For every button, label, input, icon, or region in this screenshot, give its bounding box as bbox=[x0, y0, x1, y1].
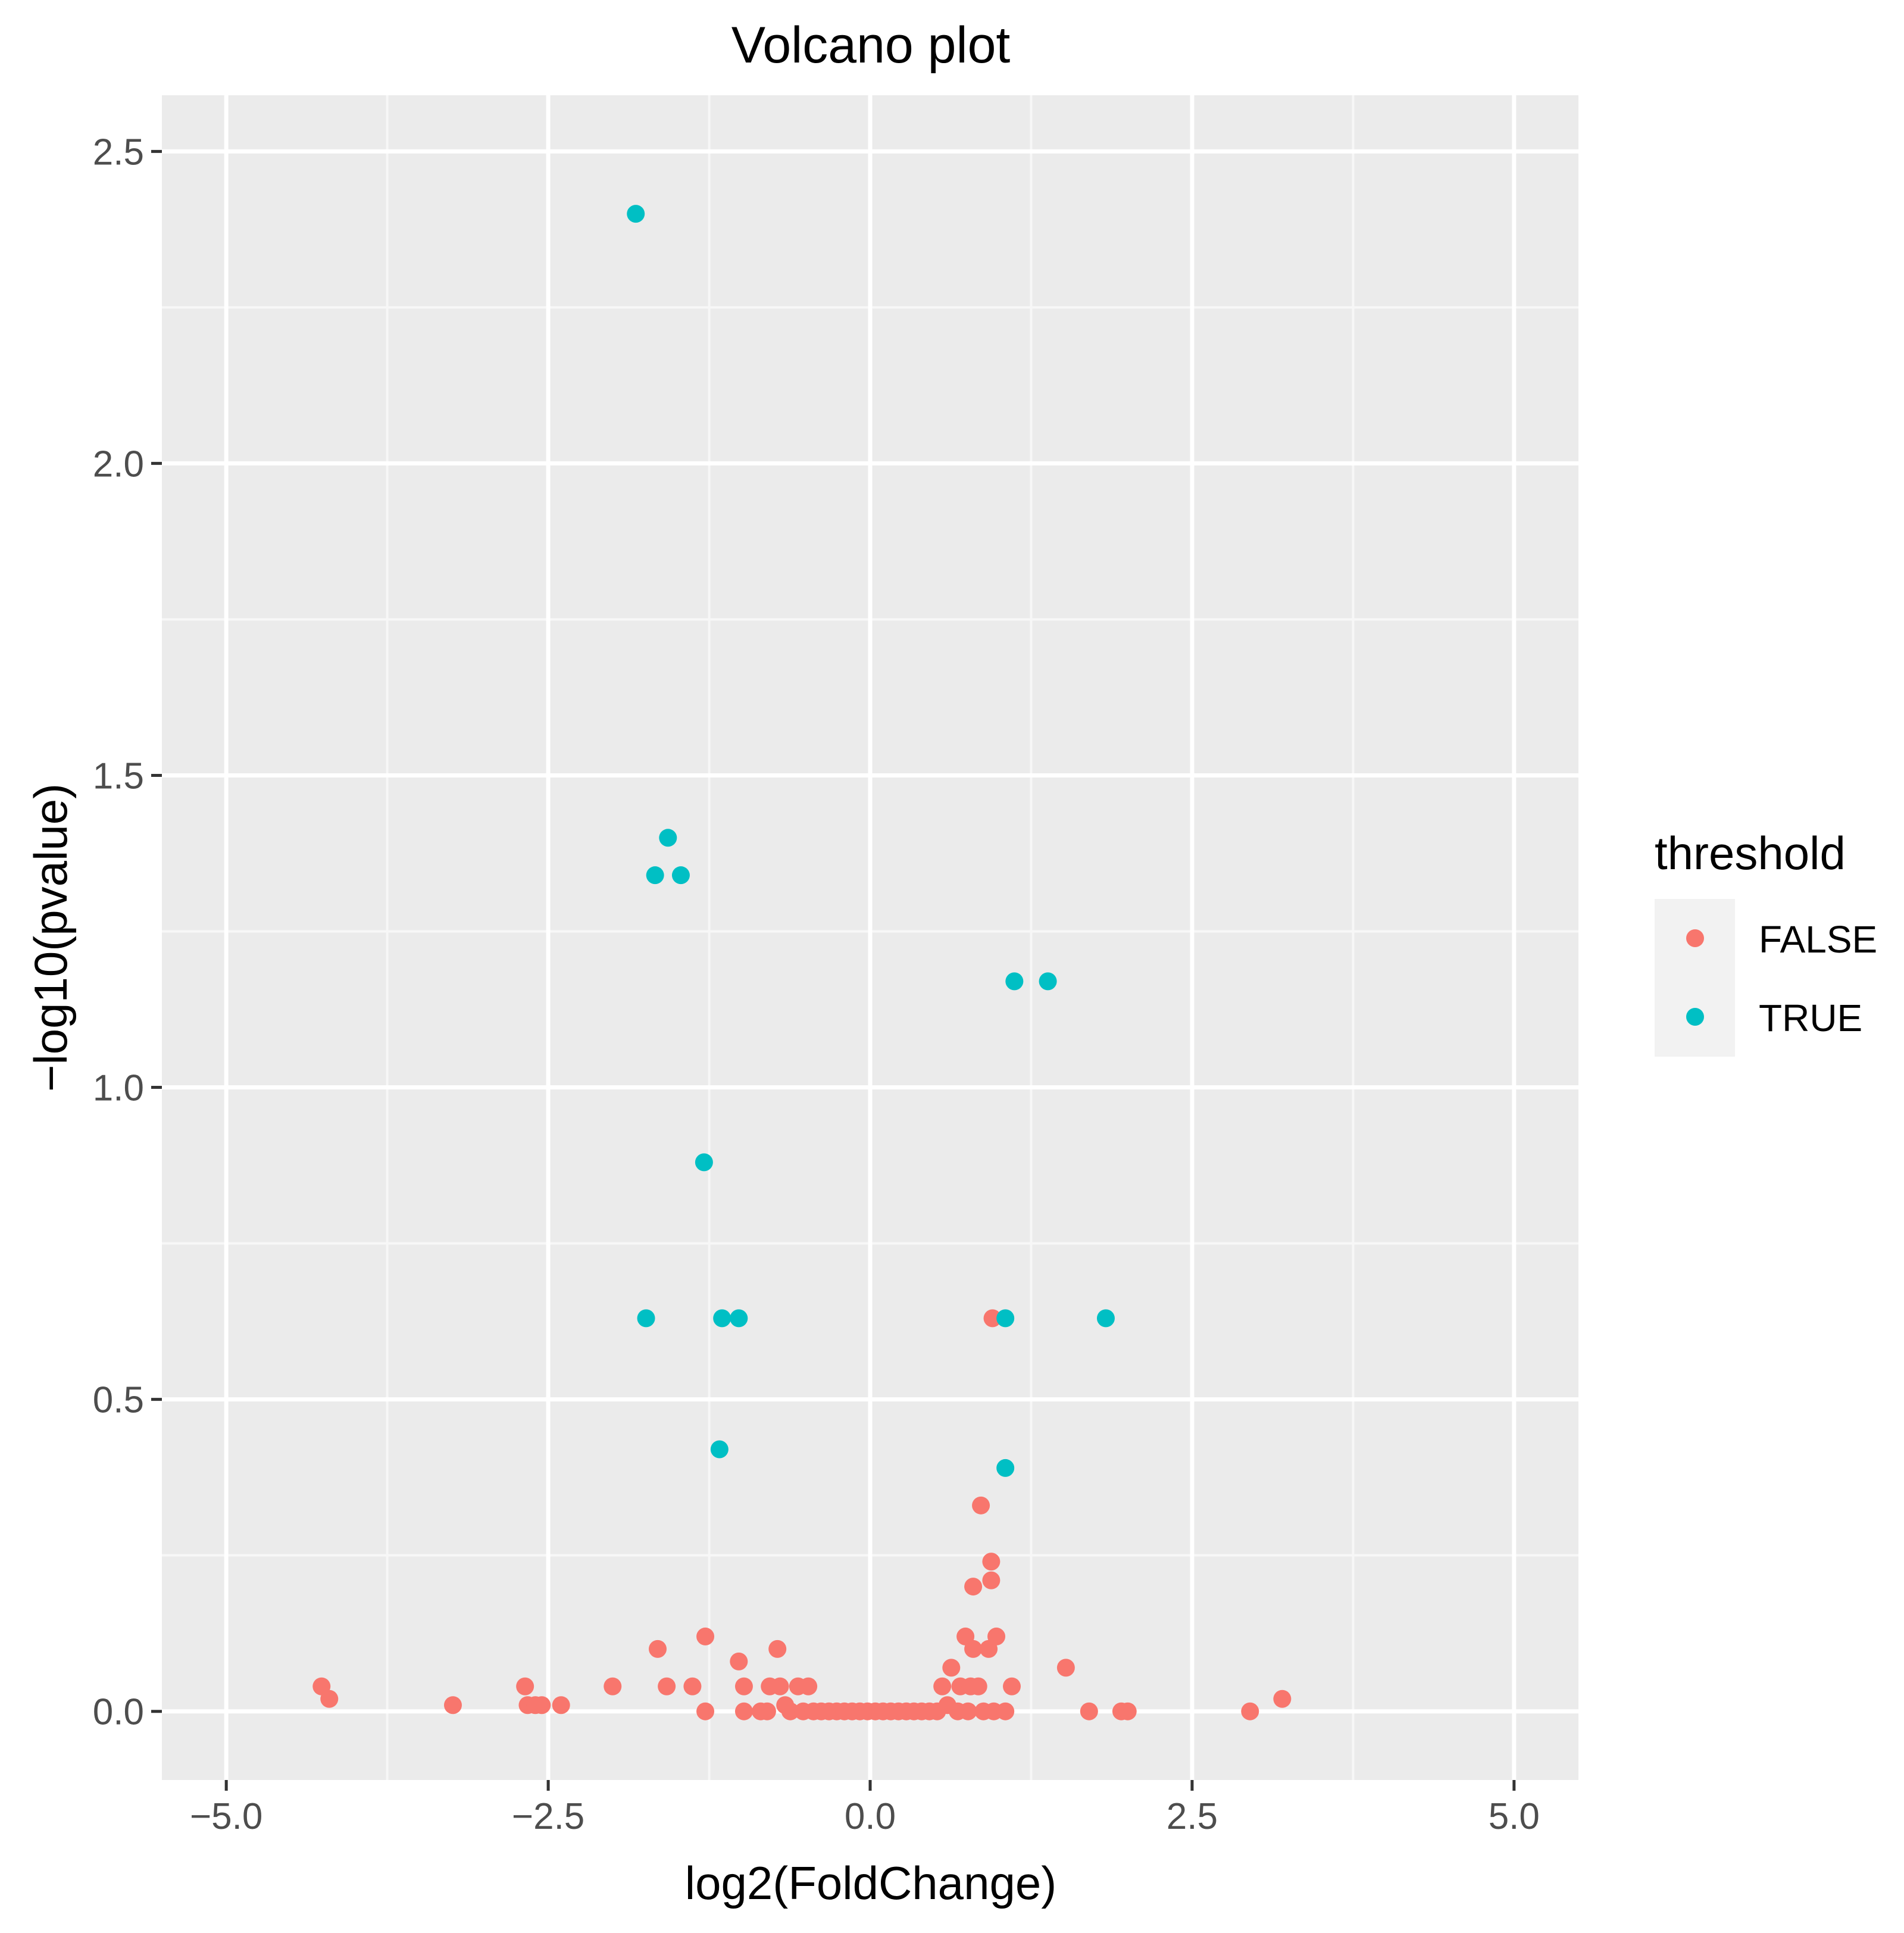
data-point-false bbox=[799, 1677, 818, 1695]
legend: threshold FALSE TRUE bbox=[1655, 827, 1877, 1057]
data-point-false bbox=[443, 1696, 462, 1715]
data-point-false bbox=[771, 1677, 789, 1695]
data-point-false bbox=[604, 1677, 622, 1695]
data-point-true bbox=[713, 1309, 731, 1328]
legend-key-false bbox=[1686, 929, 1704, 947]
y-axis-title: −log10(pvalue) bbox=[24, 783, 77, 1092]
data-point-false bbox=[320, 1690, 339, 1708]
data-point-false bbox=[781, 1702, 799, 1720]
y-tick-label: 2.5 bbox=[93, 132, 144, 173]
y-tick-label: 2.0 bbox=[93, 444, 144, 485]
legend-key-true bbox=[1686, 1008, 1704, 1026]
data-point-false bbox=[964, 1640, 983, 1658]
legend-label-false: FALSE bbox=[1759, 918, 1877, 961]
x-tick-label: −2.5 bbox=[512, 1796, 584, 1837]
data-point-false bbox=[734, 1702, 753, 1720]
legend-key-background bbox=[1655, 899, 1735, 1057]
y-tick-label: 0.0 bbox=[93, 1692, 144, 1733]
y-tick-label: 1.0 bbox=[93, 1068, 144, 1109]
data-point-true bbox=[996, 1459, 1015, 1477]
data-point-false bbox=[982, 1553, 1001, 1571]
data-point-false bbox=[982, 1571, 1001, 1590]
data-point-true bbox=[710, 1440, 729, 1459]
data-point-false bbox=[768, 1640, 787, 1658]
data-points bbox=[312, 205, 1292, 1720]
data-point-false bbox=[658, 1677, 676, 1695]
data-point-false bbox=[734, 1677, 753, 1695]
data-point-true bbox=[637, 1309, 655, 1328]
data-point-true bbox=[646, 866, 664, 885]
data-point-false bbox=[987, 1627, 1006, 1645]
x-axis-title: log2(FoldChange) bbox=[685, 1857, 1056, 1909]
data-point-false bbox=[696, 1702, 715, 1720]
y-tick-label: 1.5 bbox=[93, 755, 144, 797]
data-point-false bbox=[683, 1677, 702, 1695]
data-point-false bbox=[959, 1702, 977, 1720]
data-point-false bbox=[964, 1578, 983, 1596]
legend-title: threshold bbox=[1655, 827, 1846, 879]
data-point-false bbox=[696, 1627, 715, 1645]
data-point-true bbox=[996, 1309, 1015, 1328]
data-point-true bbox=[671, 866, 690, 885]
data-point-true bbox=[1039, 972, 1057, 991]
data-point-false bbox=[1118, 1702, 1137, 1720]
data-point-true bbox=[1005, 972, 1024, 991]
data-point-true bbox=[627, 205, 645, 223]
x-tick-label: 5.0 bbox=[1489, 1796, 1540, 1837]
data-point-false bbox=[1273, 1690, 1292, 1708]
legend-label-true: TRUE bbox=[1759, 997, 1862, 1039]
data-point-false bbox=[1241, 1702, 1259, 1720]
y-tick-label: 0.5 bbox=[93, 1380, 144, 1421]
x-tick-label: 0.0 bbox=[845, 1796, 896, 1837]
data-point-false bbox=[730, 1652, 748, 1670]
x-axis: −5.0 −2.5 0.0 2.5 5.0 bbox=[190, 1780, 1540, 1837]
data-point-false bbox=[649, 1640, 667, 1658]
data-point-false bbox=[933, 1677, 952, 1695]
data-point-false bbox=[969, 1677, 987, 1695]
data-point-true bbox=[1096, 1309, 1115, 1328]
data-point-false bbox=[972, 1496, 990, 1514]
data-point-true bbox=[695, 1153, 713, 1172]
data-point-false bbox=[1056, 1659, 1075, 1677]
data-point-false bbox=[1080, 1702, 1098, 1720]
data-point-false bbox=[1003, 1677, 1021, 1695]
x-tick-label: −5.0 bbox=[190, 1796, 262, 1837]
data-point-false bbox=[758, 1702, 776, 1720]
data-point-true bbox=[730, 1309, 748, 1328]
data-point-false bbox=[996, 1702, 1015, 1720]
y-axis: 0.0 0.5 1.0 1.5 2.0 2.5 bbox=[93, 132, 162, 1733]
data-point-false bbox=[516, 1677, 534, 1695]
data-point-false bbox=[552, 1696, 570, 1715]
data-point-false bbox=[983, 1309, 1002, 1328]
x-tick-label: 2.5 bbox=[1167, 1796, 1218, 1837]
data-point-true bbox=[659, 829, 677, 847]
data-point-false bbox=[533, 1696, 551, 1715]
data-point-false bbox=[942, 1659, 961, 1677]
chart-title: Volcano plot bbox=[731, 17, 1011, 74]
